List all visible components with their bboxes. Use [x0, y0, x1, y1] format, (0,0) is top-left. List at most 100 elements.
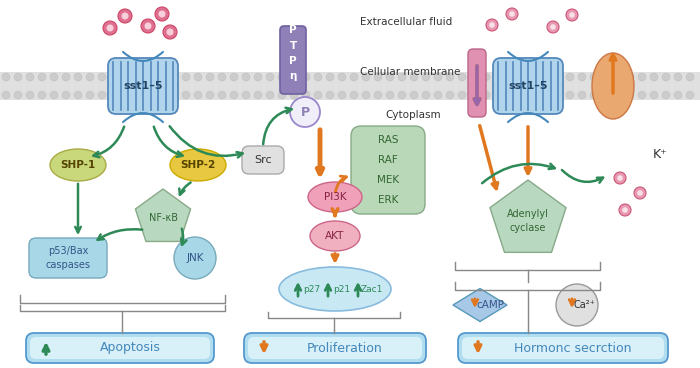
Circle shape [302, 91, 310, 99]
Circle shape [458, 91, 466, 99]
Circle shape [141, 19, 155, 33]
Circle shape [182, 73, 190, 81]
Circle shape [314, 73, 322, 81]
Circle shape [326, 73, 334, 81]
Text: ERK: ERK [378, 195, 398, 205]
FancyBboxPatch shape [108, 58, 178, 114]
FancyBboxPatch shape [242, 146, 284, 174]
Circle shape [542, 73, 550, 81]
Text: P: P [289, 25, 297, 35]
Text: P: P [289, 56, 297, 66]
Circle shape [194, 73, 202, 81]
Circle shape [470, 73, 478, 81]
Text: Ca²⁺: Ca²⁺ [573, 300, 595, 310]
FancyBboxPatch shape [248, 337, 422, 359]
Circle shape [302, 73, 310, 81]
Circle shape [434, 91, 442, 99]
Circle shape [266, 73, 274, 81]
Circle shape [230, 73, 238, 81]
Circle shape [74, 91, 82, 99]
Circle shape [206, 91, 214, 99]
FancyBboxPatch shape [26, 333, 214, 363]
Circle shape [218, 73, 226, 81]
FancyBboxPatch shape [244, 333, 426, 363]
Circle shape [170, 73, 178, 81]
Text: Zac1: Zac1 [360, 284, 383, 294]
Circle shape [122, 73, 130, 81]
Circle shape [62, 73, 70, 81]
Text: p53/Bax: p53/Bax [48, 246, 88, 256]
Circle shape [350, 91, 358, 99]
Circle shape [650, 91, 658, 99]
Circle shape [619, 204, 631, 216]
FancyBboxPatch shape [280, 26, 306, 94]
Circle shape [362, 73, 370, 81]
Circle shape [422, 91, 430, 99]
Circle shape [110, 73, 118, 81]
Circle shape [626, 73, 634, 81]
Text: AKT: AKT [326, 231, 344, 241]
Circle shape [547, 21, 559, 33]
Circle shape [470, 91, 478, 99]
Circle shape [158, 91, 166, 99]
Circle shape [622, 207, 628, 213]
Circle shape [686, 73, 694, 81]
Circle shape [242, 73, 250, 81]
Circle shape [530, 73, 538, 81]
Circle shape [350, 73, 358, 81]
Circle shape [167, 28, 174, 35]
Circle shape [26, 91, 34, 99]
Circle shape [506, 8, 518, 20]
Text: NF-κB: NF-κB [148, 213, 178, 223]
Circle shape [254, 91, 262, 99]
Ellipse shape [50, 149, 106, 181]
Circle shape [163, 25, 177, 39]
Circle shape [410, 91, 418, 99]
Circle shape [506, 91, 514, 99]
Circle shape [266, 91, 274, 99]
Circle shape [674, 73, 682, 81]
Ellipse shape [308, 182, 362, 212]
Text: PI3K: PI3K [323, 192, 346, 202]
Circle shape [278, 91, 286, 99]
Circle shape [103, 21, 117, 35]
Circle shape [146, 73, 154, 81]
Circle shape [86, 73, 94, 81]
Circle shape [569, 12, 575, 18]
Circle shape [662, 73, 670, 81]
Circle shape [144, 22, 151, 29]
Circle shape [38, 73, 46, 81]
Circle shape [290, 97, 320, 127]
Circle shape [110, 91, 118, 99]
Circle shape [614, 91, 622, 99]
Text: sst1–5: sst1–5 [508, 81, 547, 91]
Circle shape [338, 73, 346, 81]
Text: RAS: RAS [378, 135, 398, 145]
Circle shape [182, 91, 190, 99]
Circle shape [230, 91, 238, 99]
Text: cyclase: cyclase [510, 223, 546, 233]
Circle shape [554, 73, 562, 81]
Circle shape [602, 73, 610, 81]
Text: p21: p21 [333, 284, 351, 294]
Circle shape [509, 11, 514, 17]
Circle shape [146, 91, 154, 99]
Ellipse shape [279, 267, 391, 311]
Text: MEK: MEK [377, 175, 399, 185]
Ellipse shape [592, 53, 634, 119]
FancyBboxPatch shape [29, 238, 107, 278]
Circle shape [134, 91, 142, 99]
Circle shape [489, 22, 495, 28]
Circle shape [614, 73, 622, 81]
Circle shape [2, 73, 10, 81]
Circle shape [494, 73, 502, 81]
Circle shape [98, 91, 106, 99]
Circle shape [50, 91, 58, 99]
Circle shape [218, 91, 226, 99]
Circle shape [458, 73, 466, 81]
Circle shape [106, 25, 113, 32]
Circle shape [550, 24, 556, 30]
Circle shape [566, 9, 578, 21]
Polygon shape [490, 180, 566, 252]
Text: K⁺: K⁺ [652, 149, 667, 162]
